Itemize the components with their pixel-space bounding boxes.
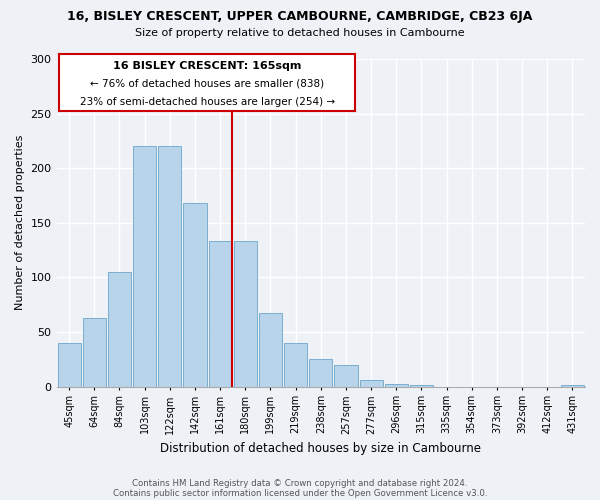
Bar — [334, 364, 358, 386]
Bar — [309, 359, 332, 386]
Bar — [359, 380, 383, 386]
Text: Contains HM Land Registry data © Crown copyright and database right 2024.: Contains HM Land Registry data © Crown c… — [132, 478, 468, 488]
Text: Contains public sector information licensed under the Open Government Licence v3: Contains public sector information licen… — [113, 488, 487, 498]
X-axis label: Distribution of detached houses by size in Cambourne: Distribution of detached houses by size … — [160, 442, 481, 455]
Bar — [58, 343, 80, 386]
Bar — [133, 146, 156, 386]
Text: 16, BISLEY CRESCENT, UPPER CAMBOURNE, CAMBRIDGE, CB23 6JA: 16, BISLEY CRESCENT, UPPER CAMBOURNE, CA… — [67, 10, 533, 23]
Bar — [209, 242, 232, 386]
Text: 23% of semi-detached houses are larger (254) →: 23% of semi-detached houses are larger (… — [80, 97, 335, 107]
Bar — [284, 343, 307, 386]
Bar — [385, 384, 408, 386]
Bar — [83, 318, 106, 386]
Bar — [234, 242, 257, 386]
Bar — [259, 314, 282, 386]
Bar — [184, 203, 206, 386]
Bar — [108, 272, 131, 386]
Y-axis label: Number of detached properties: Number of detached properties — [15, 135, 25, 310]
Text: 16 BISLEY CRESCENT: 165sqm: 16 BISLEY CRESCENT: 165sqm — [113, 60, 301, 70]
Text: ← 76% of detached houses are smaller (838): ← 76% of detached houses are smaller (83… — [90, 79, 324, 89]
Bar — [158, 146, 181, 386]
Text: Size of property relative to detached houses in Cambourne: Size of property relative to detached ho… — [135, 28, 465, 38]
